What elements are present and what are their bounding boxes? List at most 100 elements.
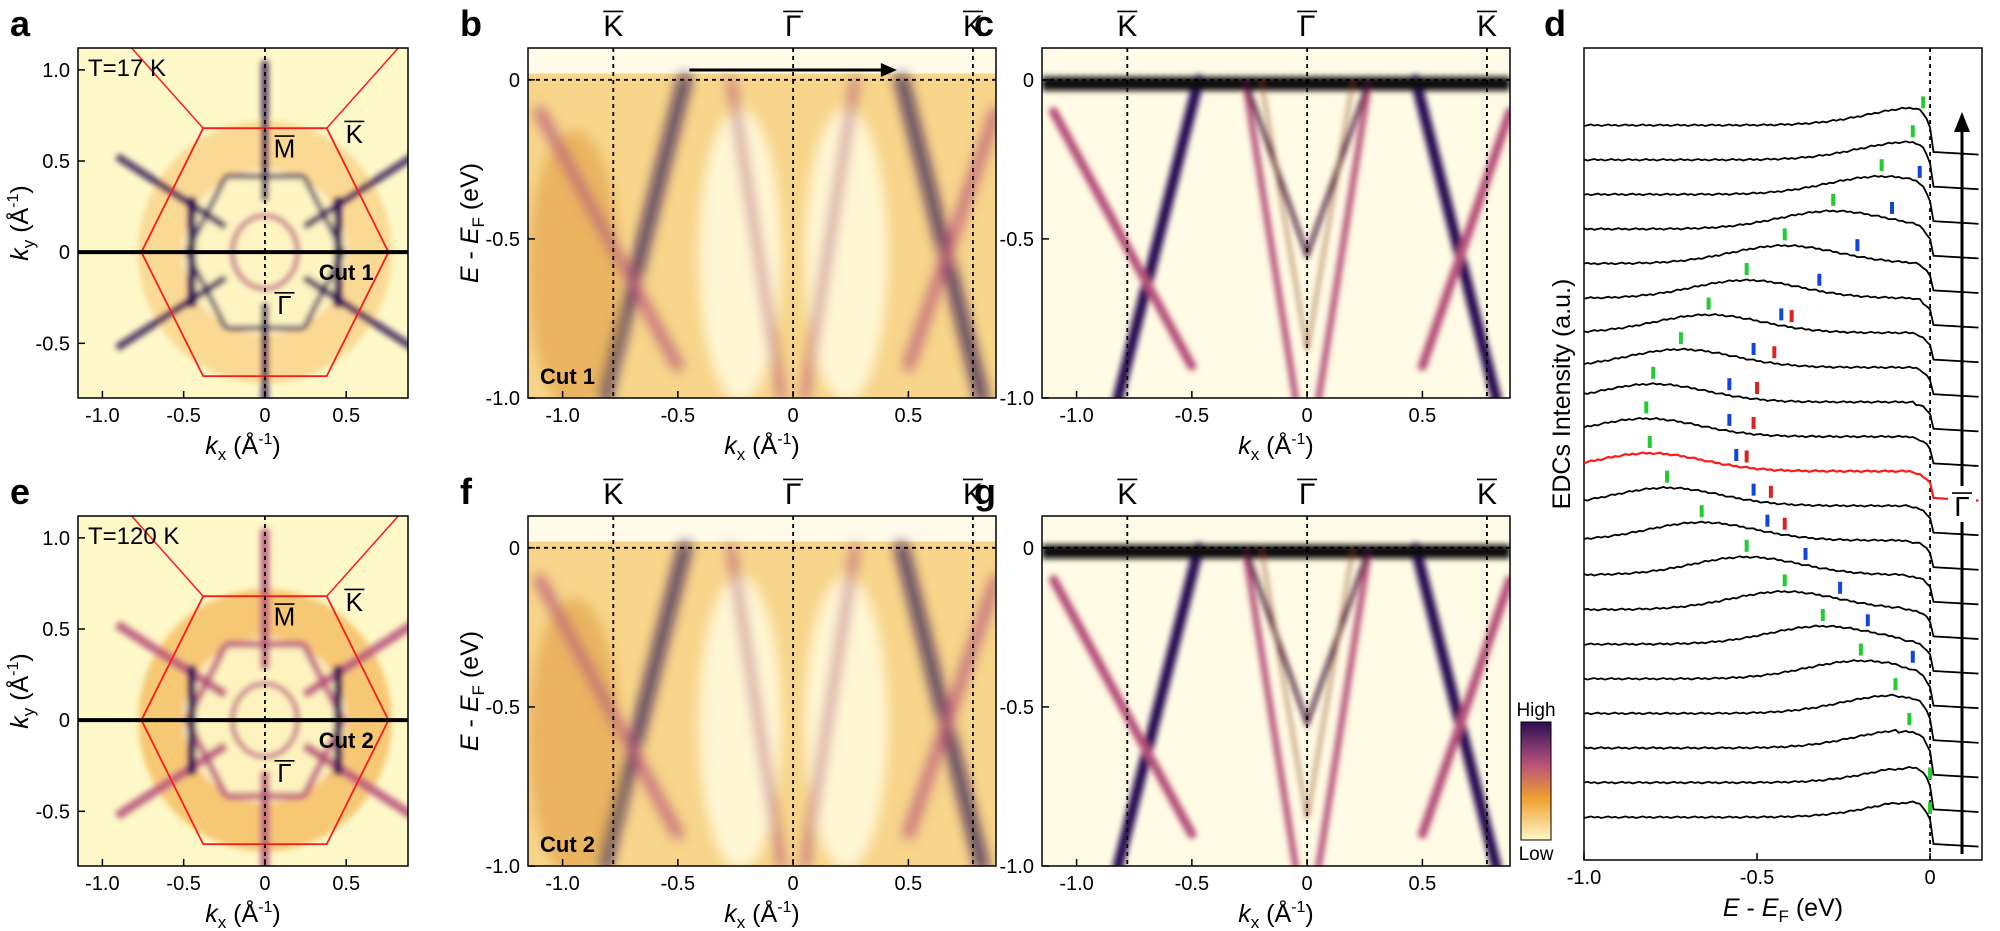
x-tick-label-g: -1.0 [1059,873,1093,895]
panel-f: K Γ K Cut 2 -1.0 -0.5 0 0.5 0 -0.5 -1.0 kx (Å-1) E -… [456,471,997,931]
band-map-b [528,48,996,398]
edc-curve [1583,520,1979,571]
high-symmetry-label-top-2: K [1477,478,1497,511]
y-tick-label-f: -1.0 [486,856,520,878]
peak-marker-red [1789,310,1794,323]
peak-marker-red [1744,450,1749,463]
x-axis-label-g: kx (Å-1) [1238,898,1314,931]
x-tick-label-g: -0.5 [1175,873,1209,895]
panel-label-e: e [10,471,30,512]
peak-marker-blue [1751,483,1756,496]
y-tick-label-c: -1.0 [1000,388,1034,410]
high-symmetry-label-top-1: Γ [785,10,802,43]
x-tick-label-e: 0.5 [332,873,360,895]
edc-curve [1583,382,1979,433]
edc-curve [1583,800,1979,848]
x-tick-label-e: -0.5 [166,873,200,895]
x-tick-label-a: 0 [259,405,270,427]
high-symmetry-label-M: M [274,133,296,163]
panel-label-c: c [974,3,994,44]
panel-frame-g [1041,515,1511,867]
panel-label-f: f [460,471,473,512]
x-axis-label-f: kx (Å-1) [724,898,800,931]
peak-marker-blue [1779,308,1784,321]
peak-marker-green [1782,574,1787,587]
x-tick-label-b: -1.0 [545,405,579,427]
y-tick-label-c: -0.5 [1000,229,1034,251]
x-tick-label-e: -1.0 [85,873,119,895]
peak-marker-blue [1855,239,1860,252]
x-tick-label-c: -0.5 [1175,405,1209,427]
high-symmetry-label-G: Γ [277,290,291,320]
x-axis-label-a: kx (Å-1) [205,430,281,464]
colorbar-low-label: Low [1519,844,1554,865]
colorbar-high-label: High [1516,700,1555,721]
peak-marker-green [1879,159,1884,172]
bz-extension-line [130,516,204,597]
peak-marker-green [1665,470,1670,483]
peak-marker-green [1921,96,1926,109]
fs-map-e [78,516,408,866]
peak-marker-red [1782,517,1787,530]
y-tick-label-b: -0.5 [486,229,520,251]
panel-frame-c [1041,47,1511,399]
y-tick-label-e: 0.5 [42,619,70,641]
peak-marker-green [1706,297,1711,310]
y-tick-label-g: 0 [1023,538,1034,560]
fs-map-a [78,48,408,398]
panel-a: T=17 K Cut 1 M K Γ -1.0 -0.5 0 0.5 -0.5 0 0.5 1.0 kx … [4,3,409,464]
edc-curve [1583,106,1979,156]
edc-curve [1583,347,1979,398]
arrow-head-icon [1954,112,1970,132]
x-tick-label-b: -0.5 [661,405,695,427]
peak-marker-blue [1865,614,1870,627]
x-tick-label-e: 0 [259,873,270,895]
panel-frame-b [527,47,997,399]
peak-marker-blue [1838,581,1843,594]
panel-b: K Γ K Cut 1 -1.0 -0.5 0 0.5 0 -0.5 -1.0 kx (Å-1) E -… [456,3,997,464]
cut-label: Cut 2 [319,728,374,753]
edc-curve [1583,140,1979,191]
cut-label: Cut 1 [540,364,595,389]
edc-curve [1583,486,1979,537]
peak-marker-green [1699,505,1704,518]
peak-marker-green [1782,228,1787,241]
high-symmetry-label-top-0: K [1117,478,1137,511]
edc-curve-gamma [1583,451,1979,502]
y-tick-label-a: 0.5 [42,151,70,173]
bz-extension-line [326,516,400,597]
x-tick-label-d: -0.5 [1740,867,1774,889]
peak-marker-red [1751,416,1756,429]
edc-curve [1583,243,1979,294]
colorbar-gradient [1520,721,1552,841]
peak-marker-green [1820,609,1825,621]
x-axis-label-c: kx (Å-1) [1238,430,1314,464]
edc-curve [1583,555,1979,606]
x-axis-label-e: kx (Å-1) [205,898,281,931]
peak-marker-blue [1734,449,1739,462]
x-tick-label-a: -1.0 [85,405,119,427]
high-symmetry-label-gamma-d: Γ [1954,491,1969,522]
x-tick-label-a: -0.5 [166,405,200,427]
x-tick-label-d: -1.0 [1567,867,1601,889]
y-tick-label-e: 0 [59,710,70,732]
panel-label-a: a [10,3,31,44]
y-axis-label-f: E - EF (eV) [456,631,488,751]
cut-label: Cut 1 [319,260,374,285]
y-tick-label-a: 1.0 [42,60,70,82]
x-tick-label-f: -1.0 [545,873,579,895]
peak-marker-green [1928,802,1933,814]
panel-label-d: d [1544,3,1566,44]
bz-extension-line [130,48,204,129]
panel-d: -1.0 -0.5 0 E - EF (eV) EDCs Intensity (a.u.… [1544,3,1983,926]
x-tick-label-d: 0 [1925,867,1936,889]
panel-g: K Γ K -1.0 -0.5 0 0.5 0 -0.5 -1.0 kx (Å-1) g [974,471,1511,931]
y-axis-label-d: EDCs Intensity (a.u.) [1548,279,1576,510]
y-axis-label-a: ky (Å-1) [4,185,38,261]
high-symmetry-label-top-0: K [603,478,623,511]
peak-marker-blue [1803,547,1808,560]
peak-marker-green [1858,643,1863,656]
high-symmetry-label-K: K [346,119,364,149]
temperature-label: T=17 K [88,55,166,82]
x-tick-label-g: 0 [1302,873,1313,895]
